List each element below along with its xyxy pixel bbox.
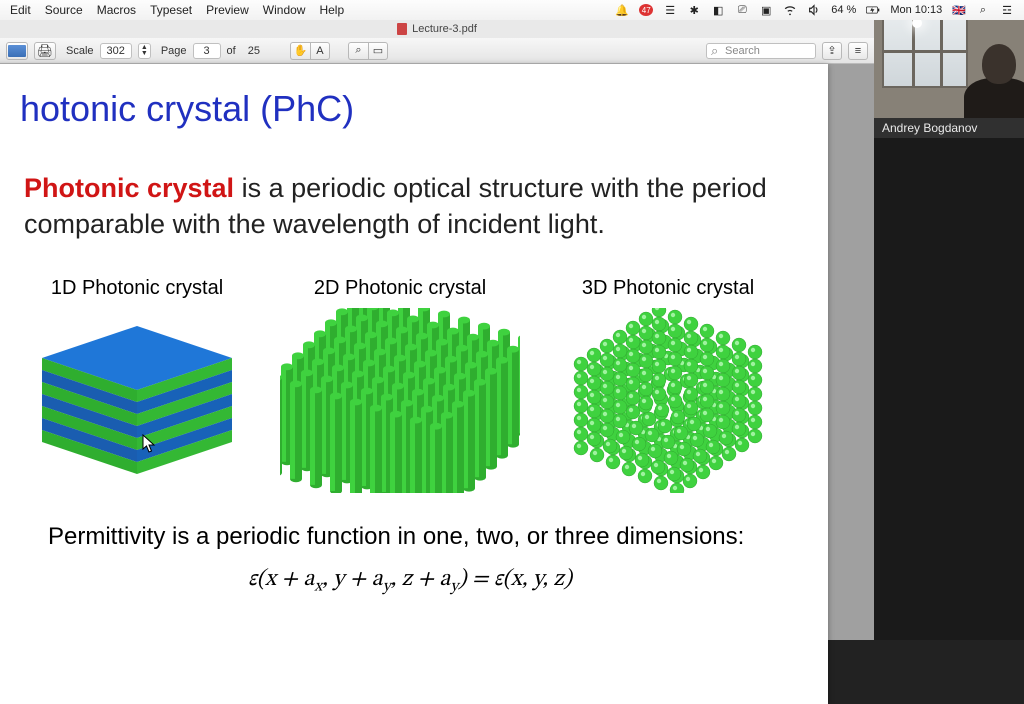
tool-group: ✋ A [290,42,330,60]
webcam-person [964,36,1024,118]
permittivity-text: Permittivity is a periodic function in o… [48,523,800,551]
menu-preview[interactable]: Preview [206,3,249,17]
print-button[interactable]: 🖨 [34,42,56,60]
pdf-toolbar: 🖨 Scale 302 ▲▼ Page 3 of 25 ✋ A ⌕ ▭ Sear… [0,38,874,64]
definition-term: Photonic crystal [24,173,234,203]
marquee-tool[interactable]: ▭ [368,42,388,60]
clock-text: Mon 10:13 [890,4,942,16]
menu-extra-3[interactable]: ◧ [711,3,725,17]
scale-field[interactable]: 302 [100,43,132,59]
thumbnail-button[interactable] [6,42,28,60]
figure-1d-svg [22,308,252,488]
notification-badge: 47 [639,4,653,16]
pdf-icon [397,23,407,35]
text-select-tool[interactable]: A [310,42,330,60]
figure-1d-label: 1D Photonic crystal [22,277,252,300]
mouse-cursor [142,434,158,454]
scale-stepper[interactable]: ▲▼ [138,43,151,59]
pdf-viewport[interactable]: hotonic crystal (PhC) Photonic crystal i… [0,64,874,640]
figure-row: 1D Photonic crystal [22,277,800,493]
menubar-left: Edit Source Macros Typeset Preview Windo… [0,3,344,17]
figure-1d: 1D Photonic crystal [22,277,252,493]
menu-typeset[interactable]: Typeset [150,3,192,17]
menu-extra-5[interactable]: ▣ [759,3,773,17]
webcam-bg-window [882,10,968,88]
scale-label: Scale [66,45,94,57]
figure-2d-svg [280,308,520,493]
volume-icon[interactable] [807,3,821,17]
of-label: of [227,45,236,57]
page-label: Page [161,45,187,57]
menu-extra-2[interactable]: ✱ [687,3,701,17]
menu-extra-1[interactable]: ☰ [663,3,677,17]
webcam-name-label: Andrey Bogdanov [874,118,1024,138]
menubar-right: 🔔 47 ☰ ✱ ◧ ⎚ ▣ 64 % Mon 10:13 🇬🇧 ⌕ ☲ [615,3,1024,17]
mac-menubar: Edit Source Macros Typeset Preview Windo… [0,0,1024,20]
input-flag[interactable]: 🇬🇧 [952,4,966,17]
sidebar-button[interactable]: ≡ [848,42,868,60]
figure-2d-label: 2D Photonic crystal [280,277,520,300]
hand-tool[interactable]: ✋ [290,42,310,60]
zoom-group: ⌕ ▭ [348,42,388,60]
search-input[interactable]: Search [706,43,816,59]
control-center-icon[interactable]: ☲ [1000,3,1014,17]
pdf-page: hotonic crystal (PhC) Photonic crystal i… [0,64,828,704]
equation: ε(x + ax, y + ay, z + ay) = ε(x, y, z) [20,565,800,597]
total-pages: 25 [248,45,260,57]
slide-title: hotonic crystal (PhC) [20,88,800,130]
notification-icon[interactable]: 🔔 [615,3,629,17]
menu-source[interactable]: Source [45,3,83,17]
battery-icon[interactable] [866,3,880,17]
battery-percent: 64 % [831,4,856,16]
document-title: Lecture-3.pdf [412,23,477,35]
zoom-tool[interactable]: ⌕ [348,42,368,60]
menu-extra-4[interactable]: ⎚ [735,3,749,17]
share-button[interactable]: ⇪ [822,42,842,60]
definition-text: Photonic crystal is a periodic optical s… [24,170,800,243]
figure-2d: 2D Photonic crystal [280,277,520,493]
menu-window[interactable]: Window [263,3,306,17]
figure-3d-label: 3D Photonic crystal [548,277,788,300]
spotlight-icon[interactable]: ⌕ [976,3,990,17]
menu-macros[interactable]: Macros [97,3,136,17]
wifi-icon[interactable] [783,3,797,17]
menu-help[interactable]: Help [319,3,344,17]
page-field[interactable]: 3 [193,43,221,59]
menu-edit[interactable]: Edit [10,3,31,17]
window-titlebar: Lecture-3.pdf [0,20,874,38]
figure-3d-svg [548,308,788,493]
figure-3d: 3D Photonic crystal [548,277,788,493]
